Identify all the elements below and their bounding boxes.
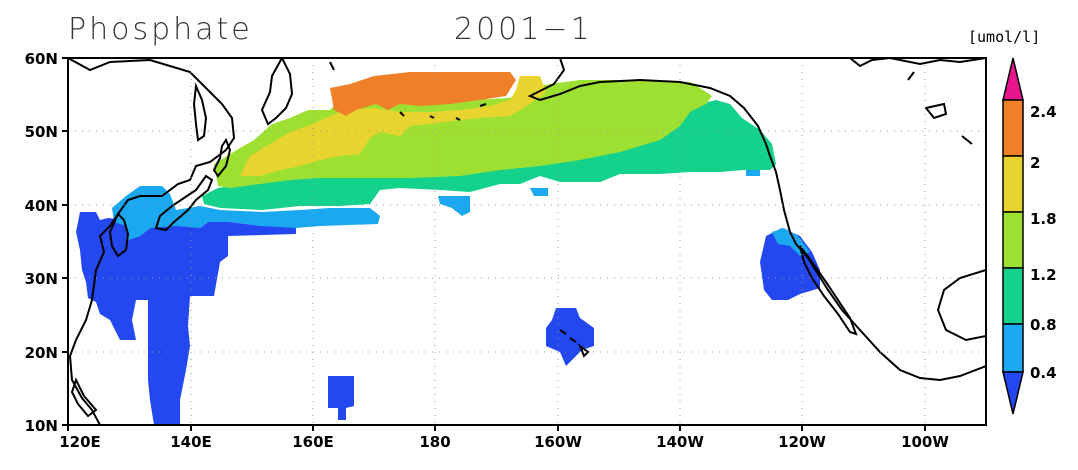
sakhalin-coast xyxy=(192,82,208,142)
field-0.4-hawaii xyxy=(546,308,594,366)
colorbar-label-1.2: 1.2 xyxy=(1030,266,1057,284)
korea-coast xyxy=(108,212,130,258)
lon-label-160w: 160W xyxy=(534,433,582,451)
field-0.4-west xyxy=(76,212,296,425)
colorbar-1.8 xyxy=(1002,211,1024,269)
unit-label: [umol/l] xyxy=(968,28,1041,46)
hawaii-islands xyxy=(559,329,590,358)
date-title: 2001−1 xyxy=(454,12,593,47)
colorbar-label-2: 2 xyxy=(1030,154,1040,172)
colorbar-1.2 xyxy=(1002,267,1024,325)
lon-label-180: 180 xyxy=(419,433,450,451)
lon-label-160e: 160E xyxy=(292,433,334,451)
colorbar-0.8 xyxy=(1002,323,1024,373)
alaska-coast xyxy=(527,58,986,382)
field-0.4-south xyxy=(328,376,354,420)
lon-label-140e: 140E xyxy=(170,433,212,451)
field-0.8-patch-c xyxy=(746,170,760,176)
kamchatka-coast xyxy=(260,58,294,126)
namerica-north xyxy=(849,58,986,68)
variable-title: Phosphate xyxy=(68,12,253,47)
asia-coast xyxy=(68,58,236,425)
field-1.2 xyxy=(202,100,776,210)
lat-label-60n: 60N xyxy=(25,50,58,68)
colorbar-label-1.8: 1.8 xyxy=(1030,210,1057,228)
lat-label-10n: 10N xyxy=(25,417,58,435)
lon-label-120w: 120W xyxy=(778,433,826,451)
map-frame xyxy=(67,57,987,426)
field-0.8-patch-b xyxy=(530,188,548,196)
japan-coast xyxy=(154,137,232,232)
canada-islands xyxy=(907,71,973,145)
lat-label-20n: 20N xyxy=(25,344,58,362)
lon-label-100w: 100W xyxy=(901,433,949,451)
colorbar-label-0.8: 0.8 xyxy=(1030,316,1057,334)
baja-coast xyxy=(799,245,858,336)
colorbar xyxy=(1002,57,1024,415)
lat-label-50n: 50N xyxy=(25,123,58,141)
field-2 xyxy=(240,76,546,176)
colorbar-2 xyxy=(1002,155,1024,213)
aleutian-islands xyxy=(329,61,487,121)
axis-ticks xyxy=(62,57,926,431)
colorbar-under xyxy=(1002,371,1024,415)
colorbar-2.4 xyxy=(1002,99,1024,157)
colorbar-label-0.4: 0.4 xyxy=(1030,364,1057,382)
phosphate-field xyxy=(68,58,986,425)
field-0.8-patch-a xyxy=(438,196,470,216)
coastlines xyxy=(68,58,986,425)
field-2.4 xyxy=(330,72,516,116)
lat-label-40n: 40N xyxy=(25,197,58,215)
philippines-coast xyxy=(70,377,98,418)
lon-label-120e: 120E xyxy=(59,433,101,451)
lat-label-30n: 30N xyxy=(25,270,58,288)
lon-label-140w: 140W xyxy=(656,433,704,451)
colorbar-over xyxy=(1002,57,1024,101)
gulf-coast xyxy=(936,269,986,342)
colorbar-label-2.4: 2.4 xyxy=(1030,103,1057,121)
